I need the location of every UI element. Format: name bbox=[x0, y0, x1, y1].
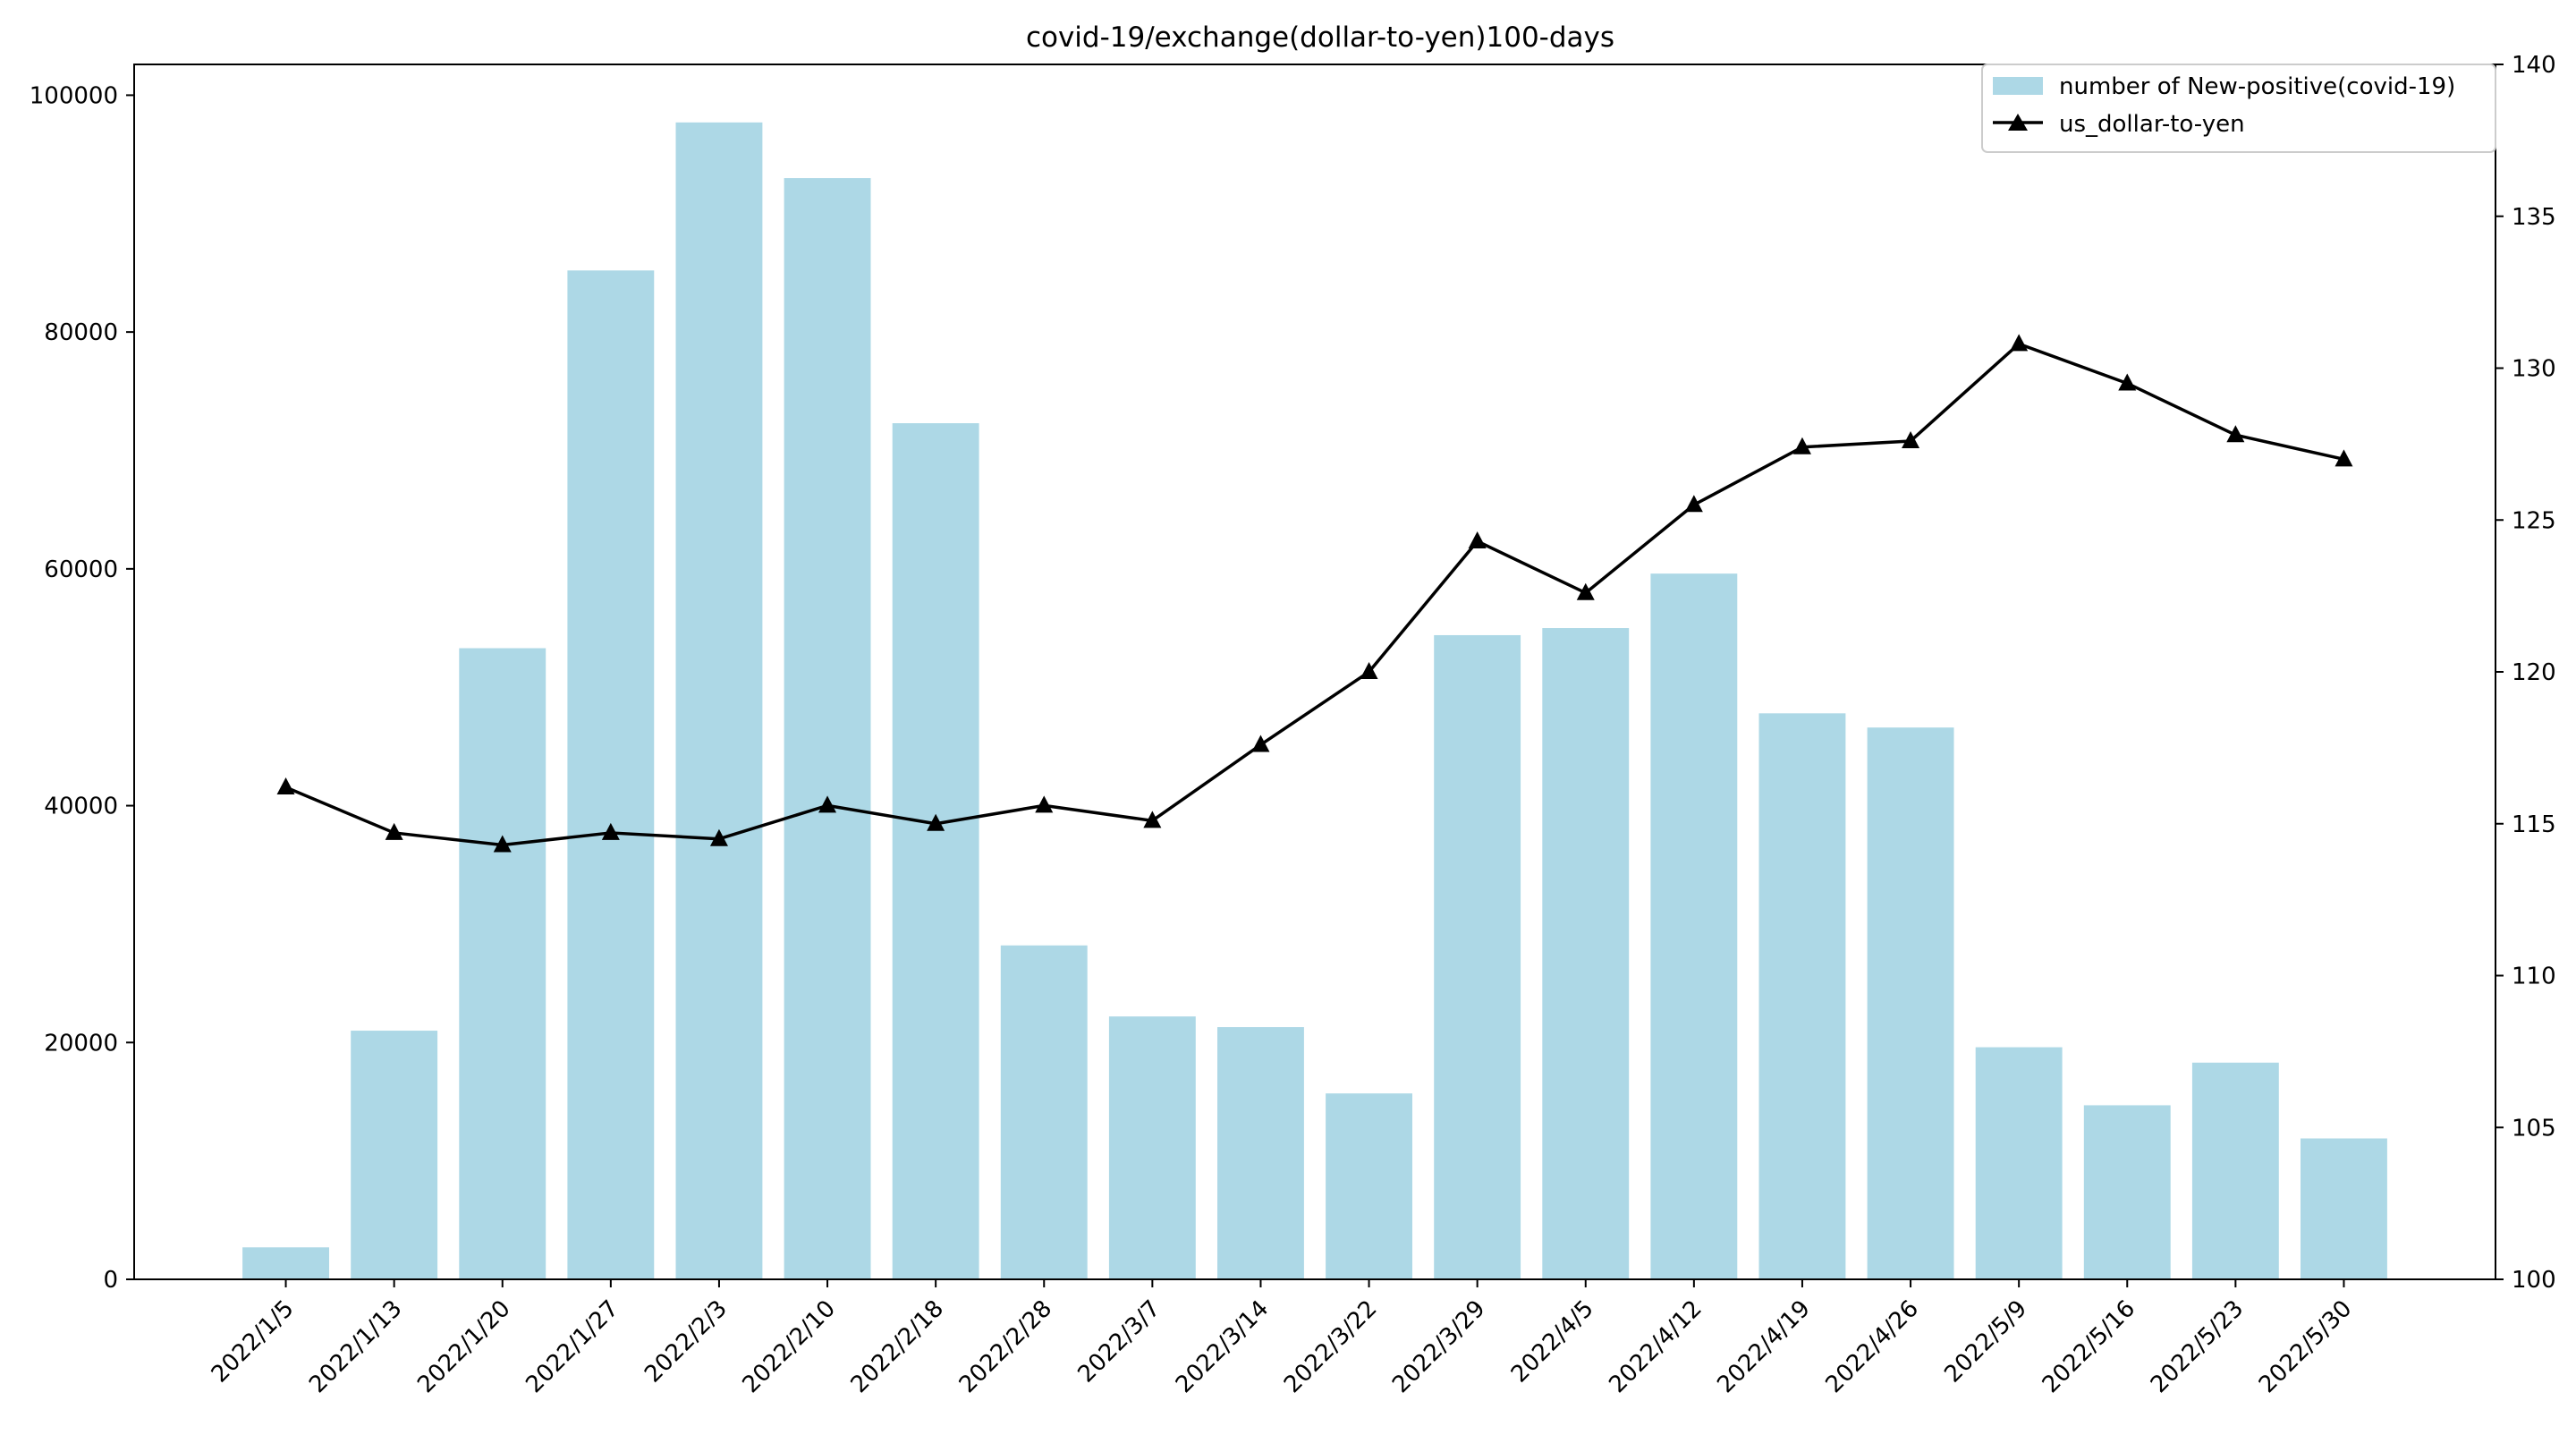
x-tick-label: 2022/2/18 bbox=[846, 1295, 949, 1398]
bar bbox=[2191, 1062, 2279, 1279]
line-point bbox=[2010, 334, 2029, 352]
line-point bbox=[493, 835, 512, 853]
line-point bbox=[2118, 373, 2137, 391]
legend-line-label: us_dollar-to-yen bbox=[2059, 111, 2245, 138]
line-point bbox=[1468, 531, 1487, 549]
y-tick-label: 0 bbox=[103, 1267, 118, 1294]
x-tick-label: 2022/1/13 bbox=[304, 1295, 407, 1398]
x-tick-label: 2022/5/16 bbox=[2038, 1295, 2140, 1398]
line-point bbox=[1035, 795, 1054, 813]
y-tick-label: 40000 bbox=[44, 794, 118, 820]
legend-bar-swatch bbox=[1993, 77, 2043, 95]
bar bbox=[459, 648, 547, 1279]
x-tick-label: 2022/4/26 bbox=[1821, 1295, 1924, 1398]
x-tick-label: 2022/3/22 bbox=[1279, 1295, 1382, 1398]
x-tick-label: 2022/1/27 bbox=[521, 1295, 623, 1398]
x-tick-label: 2022/4/19 bbox=[1712, 1295, 1815, 1398]
line-point bbox=[1576, 582, 1595, 600]
bars-layer bbox=[242, 122, 2387, 1280]
legend: number of New-positive(covid-19) us_doll… bbox=[1981, 64, 2496, 153]
y2-tick-label: 130 bbox=[2512, 356, 2556, 383]
line-point bbox=[1360, 662, 1378, 679]
line-point bbox=[2226, 425, 2245, 443]
bar bbox=[1650, 573, 1738, 1279]
x-tick-label: 2022/1/20 bbox=[412, 1295, 515, 1398]
line-point bbox=[276, 777, 295, 795]
line-point bbox=[1902, 430, 1920, 448]
x-tick-label: 2022/3/29 bbox=[1387, 1295, 1490, 1398]
bar bbox=[675, 122, 763, 1280]
y-tick-label: 20000 bbox=[44, 1030, 118, 1057]
y-tick-label: 60000 bbox=[44, 556, 118, 583]
x-tick-label: 2022/1/5 bbox=[207, 1295, 300, 1388]
y2-tick-label: 110 bbox=[2512, 964, 2556, 990]
bar bbox=[1975, 1047, 2063, 1279]
x-tick-label: 2022/2/28 bbox=[954, 1295, 1057, 1398]
line-point bbox=[927, 813, 945, 831]
bar bbox=[567, 270, 655, 1280]
line-point bbox=[2334, 449, 2353, 467]
y2-tick-label: 135 bbox=[2512, 204, 2556, 231]
legend-line-marker bbox=[2008, 114, 2028, 131]
legend-bar-label: number of New-positive(covid-19) bbox=[2059, 73, 2455, 100]
line-point bbox=[385, 822, 403, 840]
x-tick-label: 2022/2/3 bbox=[640, 1295, 733, 1388]
bar bbox=[1000, 945, 1088, 1279]
y2-tick-label: 100 bbox=[2512, 1267, 2556, 1294]
bar bbox=[1867, 727, 1954, 1279]
bar bbox=[892, 423, 979, 1280]
legend-frame bbox=[1981, 64, 2496, 153]
y-tick-label: 80000 bbox=[44, 319, 118, 346]
line-point bbox=[818, 795, 837, 813]
line-layer bbox=[276, 334, 2353, 853]
line-point bbox=[1251, 734, 1270, 752]
x-tick-label: 2022/5/9 bbox=[1939, 1295, 2032, 1388]
y2-tick-label: 140 bbox=[2512, 52, 2556, 79]
bar bbox=[242, 1247, 329, 1279]
bar bbox=[784, 178, 871, 1279]
bar bbox=[1108, 1016, 1196, 1279]
line-point bbox=[1684, 495, 1703, 513]
x-tick-label: 2022/2/10 bbox=[738, 1295, 841, 1398]
x-tick-label: 2022/3/14 bbox=[1171, 1295, 1274, 1398]
bar bbox=[1326, 1093, 1412, 1279]
x-tick-label: 2022/4/5 bbox=[1506, 1295, 1599, 1388]
x-tick-label: 2022/3/7 bbox=[1073, 1295, 1166, 1388]
line-point bbox=[1143, 811, 1162, 828]
x-tick-label: 2022/4/12 bbox=[1604, 1295, 1707, 1398]
y2-tick-label: 105 bbox=[2512, 1115, 2556, 1142]
x-tick-label: 2022/5/30 bbox=[2254, 1295, 2357, 1398]
dollar-yen-line bbox=[284, 342, 2344, 847]
y2-tick-label: 120 bbox=[2512, 659, 2556, 686]
line-point bbox=[709, 828, 728, 846]
y-tick-label: 100000 bbox=[30, 82, 118, 109]
bar bbox=[1434, 634, 1521, 1279]
line-point bbox=[601, 822, 620, 840]
bar bbox=[2301, 1138, 2387, 1279]
y2-tick-label: 125 bbox=[2512, 507, 2556, 534]
bar bbox=[351, 1031, 438, 1279]
x-tick-label: 2022/5/23 bbox=[2146, 1295, 2249, 1398]
bar bbox=[1217, 1027, 1304, 1279]
bar bbox=[1542, 628, 1630, 1279]
line-point bbox=[1792, 437, 1811, 454]
chart-title: covid-19/exchange(dollar-to-yen)100-days bbox=[1026, 21, 1614, 54]
y2-tick-label: 115 bbox=[2512, 811, 2556, 838]
bar bbox=[1758, 713, 1846, 1279]
bar bbox=[2083, 1105, 2171, 1279]
